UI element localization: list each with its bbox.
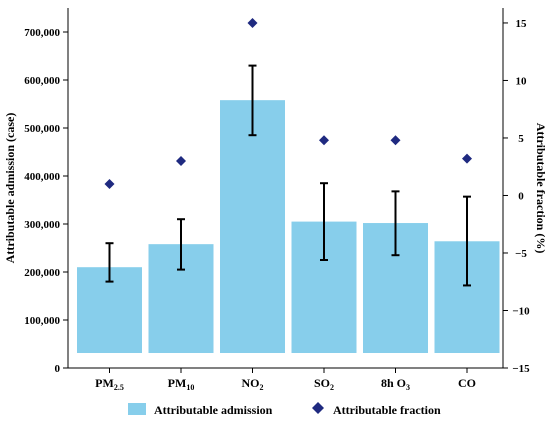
x-axis-ticks: PM2.5 PM10 NO2 SO2 8h O3 CO [95,368,476,392]
right-tick-label: 0 [518,190,524,202]
bar [220,100,285,353]
x-tick-label: PM2.5 [95,376,124,392]
left-tick-label: 100,000 [24,315,60,327]
left-tick-label: 400,000 [24,171,60,183]
left-tick-label: 300,000 [24,219,60,231]
left-axis-ticks: 0 100,000 200,000 300,000 400,000 500,000 600,… [24,27,68,375]
right-tick-label: 5 [518,133,524,145]
left-tick-label: 600,000 [24,75,60,87]
right-tick-label: −10 [512,305,530,317]
legend-label-fraction: Attributable fraction [333,403,441,417]
right-tick-label: −15 [512,363,530,375]
left-tick-label: 700,000 [24,27,60,39]
legend-marker-fraction [312,402,324,414]
right-tick-label: 10 [516,75,528,87]
fraction-point [390,135,401,146]
right-axis-ticks: −15 −10 −5 0 5 10 15 [503,18,530,375]
error-bar-series [105,64,471,287]
fraction-point [319,135,329,146]
bar-series [77,100,500,353]
x-tick-label: PM10 [168,376,195,392]
right-tick-label: 15 [516,18,528,30]
left-tick-label: 0 [55,363,61,375]
fraction-point [462,153,472,164]
x-tick-label: CO [458,376,476,390]
legend: Attributable admission Attributable frac… [128,402,441,417]
right-axis-title: Attributable fraction (%) [534,123,548,254]
x-tick-label: SO2 [314,376,334,392]
legend-label-admission: Attributable admission [154,403,273,417]
x-tick-label: 8h O3 [381,376,410,392]
left-axis-title: Attributable admission (case) [3,113,17,264]
fraction-series [104,17,472,189]
fraction-point [176,155,186,166]
fraction-point [247,17,258,28]
x-tick-label: NO2 [242,376,264,392]
fraction-point [104,178,115,189]
left-tick-label: 500,000 [24,123,60,135]
right-tick-label: −5 [515,248,527,260]
left-tick-label: 200,000 [24,267,60,279]
legend-swatch-admission [128,403,146,415]
plot-frame [67,8,504,369]
